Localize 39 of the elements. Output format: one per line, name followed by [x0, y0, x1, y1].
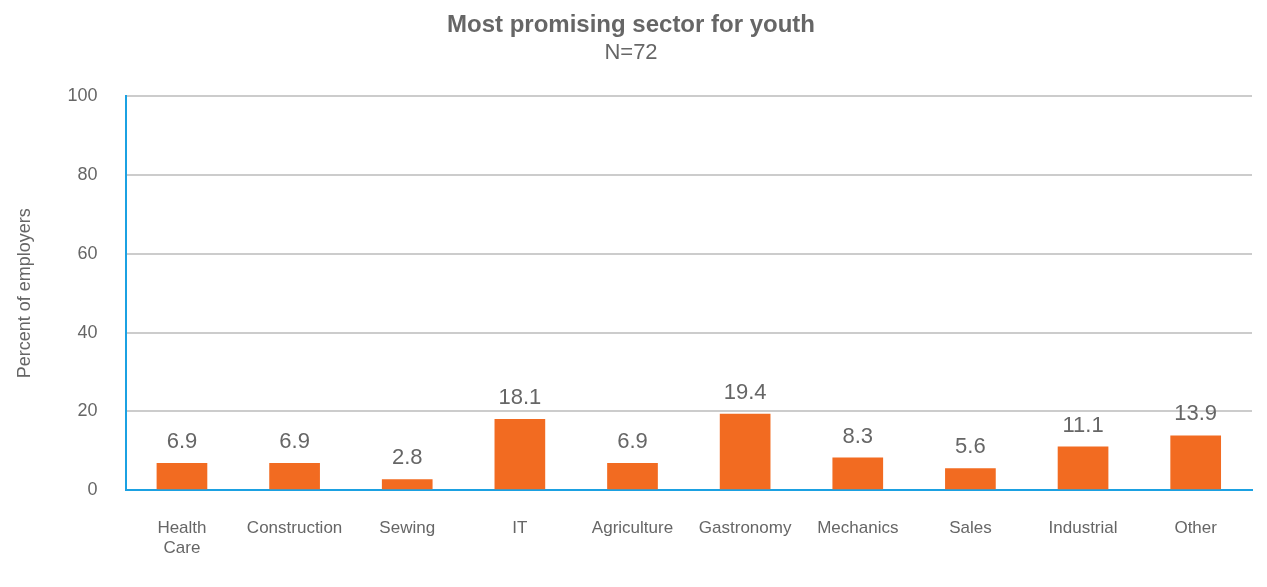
data-label: 6.9	[166, 428, 198, 454]
bar	[156, 463, 208, 490]
x-tick-label: Gastronomy	[698, 518, 792, 538]
data-label: 5.6	[955, 433, 986, 459]
x-tick-label: Sewing	[379, 518, 436, 538]
x-tick-label: Sales	[949, 518, 992, 538]
data-label: 11.1	[1062, 411, 1104, 437]
bar	[269, 463, 320, 490]
data-label: 19.4	[723, 378, 767, 404]
y-axis-title: Percent of employers	[13, 208, 34, 379]
bar	[1170, 435, 1222, 490]
data-label: 8.3	[842, 422, 874, 448]
y-tick-label: 0	[87, 479, 98, 500]
bar	[1057, 446, 1109, 490]
x-tick-label: Construction	[246, 518, 343, 538]
data-label: 6.9	[617, 428, 648, 454]
y-tick-label: 40	[77, 321, 98, 342]
chart-subtitle: N=72	[604, 39, 658, 65]
bar	[607, 463, 658, 490]
data-label: 2.8	[391, 444, 423, 470]
bar	[832, 457, 884, 490]
x-tick-label: IT	[512, 518, 528, 538]
y-tick-label: 80	[77, 163, 98, 184]
data-label: 18.1	[498, 383, 542, 409]
y-tick-label: 20	[77, 400, 98, 421]
y-tick-label: 100	[67, 85, 98, 106]
bar	[381, 479, 433, 490]
data-label: 13.9	[1174, 400, 1218, 426]
x-tick-label: Health Care	[157, 518, 207, 558]
chart-title: Most promising sector for youth	[446, 10, 816, 38]
y-tick-label: 60	[77, 242, 98, 263]
x-tick-label: Agriculture	[591, 518, 674, 538]
x-tick-label: Industrial	[1048, 518, 1118, 538]
bar	[945, 468, 996, 490]
bar	[719, 413, 771, 490]
x-tick-label: Mechanics	[817, 518, 899, 538]
data-label: 6.9	[279, 428, 310, 454]
x-tick-label: Other	[1174, 518, 1218, 538]
bar	[494, 418, 546, 490]
